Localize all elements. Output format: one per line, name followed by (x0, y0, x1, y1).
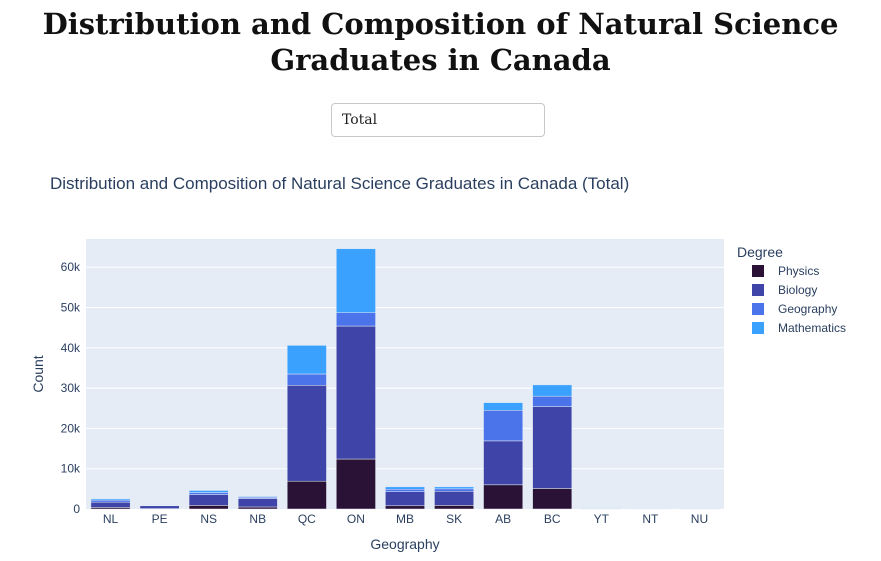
bar-ns-geography[interactable] (188, 492, 229, 495)
bar-qc-physics[interactable] (286, 480, 327, 510)
bar-sk-geography[interactable] (434, 488, 474, 492)
bar-mb-geography[interactable] (385, 489, 425, 492)
bar-mb-mathematics[interactable] (385, 486, 425, 490)
bar-bc-biology[interactable] (532, 406, 573, 489)
y-tick-label: 0 (73, 502, 80, 516)
bar-ns-physics[interactable] (188, 505, 229, 510)
bar-qc-biology[interactable] (286, 385, 327, 482)
legend-swatch-physics[interactable] (752, 265, 764, 277)
x-tick-label: SK (446, 512, 462, 526)
legend-label-physics[interactable]: Physics (778, 264, 819, 278)
x-tick-label: NL (103, 512, 119, 526)
bar-mb-physics[interactable] (385, 505, 425, 510)
legend-swatch-geography[interactable] (752, 303, 764, 315)
x-tick-label: NS (200, 512, 217, 526)
x-tick-label: NT (642, 512, 659, 526)
degree-filter-dropdown[interactable]: Total (331, 103, 545, 137)
legend-label-biology[interactable]: Biology (778, 283, 817, 297)
bar-ab-physics[interactable] (483, 484, 524, 510)
y-tick-label: 30k (61, 381, 81, 395)
x-tick-label: NU (691, 512, 708, 526)
x-tick-label: YT (594, 512, 610, 526)
bar-ab-geography[interactable] (483, 410, 524, 442)
y-tick-labels: 0 10k 20k 30k 40k 50k 60k (61, 260, 81, 516)
bar-sk-biology[interactable] (434, 491, 474, 506)
y-tick-label: 50k (61, 301, 81, 315)
bar-mb-biology[interactable] (385, 491, 425, 507)
y-axis-label: Count (30, 355, 46, 392)
x-tick-label: MB (396, 512, 414, 526)
bar-qc-geography[interactable] (286, 373, 327, 386)
x-axis-label: Geography (370, 536, 439, 552)
legend-label-geography[interactable]: Geography (778, 302, 837, 316)
bar-on-physics[interactable] (336, 458, 376, 510)
x-tick-label: BC (544, 512, 561, 526)
y-tick-label: 60k (61, 260, 81, 274)
bar-bc-physics[interactable] (532, 488, 573, 510)
bar-on-geography[interactable] (336, 312, 376, 327)
bar-ab-mathematics[interactable] (483, 402, 524, 411)
bar-bc-mathematics[interactable] (532, 384, 573, 397)
y-tick-label: 40k (61, 341, 81, 355)
bar-bc-geography[interactable] (532, 395, 573, 407)
x-tick-label: AB (495, 512, 511, 526)
legend[interactable]: Physics Biology Geography Mathematics (752, 264, 846, 335)
x-tick-label: ON (347, 512, 365, 526)
chart-title: Distribution and Composition of Natural … (50, 174, 629, 193)
stacked-bar-chart: Distribution and Composition of Natural … (30, 174, 846, 552)
bar-sk-mathematics[interactable] (434, 486, 474, 490)
bar-on-mathematics[interactable] (336, 248, 376, 313)
x-tick-label: PE (152, 512, 168, 526)
bar-sk-physics[interactable] (434, 505, 474, 510)
bar-nl-biology[interactable] (90, 501, 131, 508)
gridlines (86, 266, 724, 470)
bar-nb-mathematics[interactable] (237, 496, 278, 498)
bar-ab-biology[interactable] (483, 440, 524, 486)
x-tick-label: NB (249, 512, 266, 526)
bars (90, 248, 720, 510)
y-tick-label: 20k (61, 421, 81, 435)
bar-qc-mathematics[interactable] (286, 345, 327, 375)
bar-nb-physics[interactable] (237, 506, 278, 510)
bar-ns-biology[interactable] (188, 494, 229, 506)
bar-nl-mathematics[interactable] (90, 498, 131, 501)
bar-nb-biology[interactable] (237, 498, 278, 508)
legend-swatch-mathematics[interactable] (752, 322, 764, 334)
bar-nl-geography[interactable] (90, 499, 131, 503)
x-tick-label: QC (298, 512, 316, 526)
legend-label-mathematics[interactable]: Mathematics (778, 321, 846, 335)
legend-swatch-biology[interactable] (752, 284, 764, 296)
legend-title: Degree (737, 244, 783, 260)
page-title: Distribution and Composition of Natural … (42, 7, 839, 77)
dropdown-selected-value: Total (342, 112, 378, 128)
bar-pe-biology[interactable] (139, 505, 180, 509)
y-tick-label: 10k (61, 462, 81, 476)
x-tick-labels: NL PE NS NB QC ON MB SK AB BC YT NT NU (103, 512, 708, 526)
bar-on-biology[interactable] (336, 325, 376, 460)
bar-ns-mathematics[interactable] (188, 490, 229, 493)
plot-area (86, 239, 724, 509)
